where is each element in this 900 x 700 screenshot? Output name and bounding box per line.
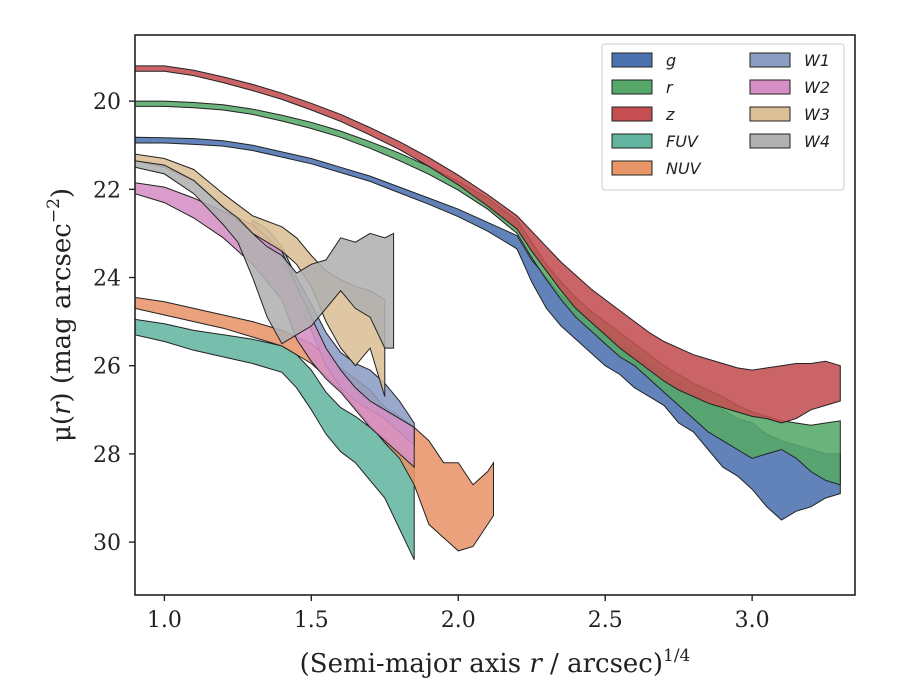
legend-label-w1: W1: [804, 51, 830, 70]
legend-swatch-w1: [749, 52, 791, 68]
band-w4: [135, 160, 395, 349]
legend-swatch-w3: [749, 106, 791, 122]
legend-label-fuv: FUV: [666, 132, 699, 151]
band-g: [135, 136, 841, 521]
y-tick-label: 24: [93, 267, 121, 292]
legend-label-w2: W2: [804, 78, 830, 97]
band-z: [135, 65, 841, 424]
legend-label-w3: W3: [804, 105, 830, 124]
y-axis-label: μ(r) (mag arcsec−2): [44, 188, 77, 442]
y-tick-label: 28: [93, 443, 121, 468]
legend-swatch-z: [611, 106, 653, 122]
y-tick-label: 26: [93, 355, 121, 380]
x-axis-label: (Semi-major axis r / arcsec)1/4: [300, 646, 691, 679]
y-tick-label: 22: [93, 178, 121, 203]
legend-swatch-nuv: [611, 160, 653, 176]
x-tick-label: 2.5: [588, 608, 623, 633]
plot-frame: [134, 34, 856, 596]
legend-label-w4: W4: [804, 132, 830, 151]
profile-bands: [135, 65, 841, 560]
x-tick-label: 3.0: [735, 608, 770, 633]
legend-label-z: z: [665, 105, 675, 124]
legend-label-r: r: [666, 78, 674, 97]
axes: 1.0 1.5 2.0 2.5 3.0 20 22 24 26 28 30: [93, 34, 856, 633]
legend-swatch-w4: [749, 133, 791, 149]
legend: grz FUV NUV W1 W2 W3 W4: [601, 43, 845, 191]
legend-swatch-r: [611, 79, 653, 95]
legend-swatch-g: [611, 52, 653, 68]
y-tick-label: 30: [93, 531, 121, 556]
y-tick-label: 20: [93, 90, 121, 115]
legend-label-nuv: NUV: [666, 159, 702, 178]
legend-label-g: g: [666, 51, 676, 70]
x-tick-label: 2.0: [441, 608, 476, 633]
legend-swatch-w2: [749, 79, 791, 95]
legend-swatch-fuv: [611, 133, 653, 149]
x-tick-label: 1.0: [147, 608, 182, 633]
x-tick-label: 1.5: [294, 608, 329, 633]
